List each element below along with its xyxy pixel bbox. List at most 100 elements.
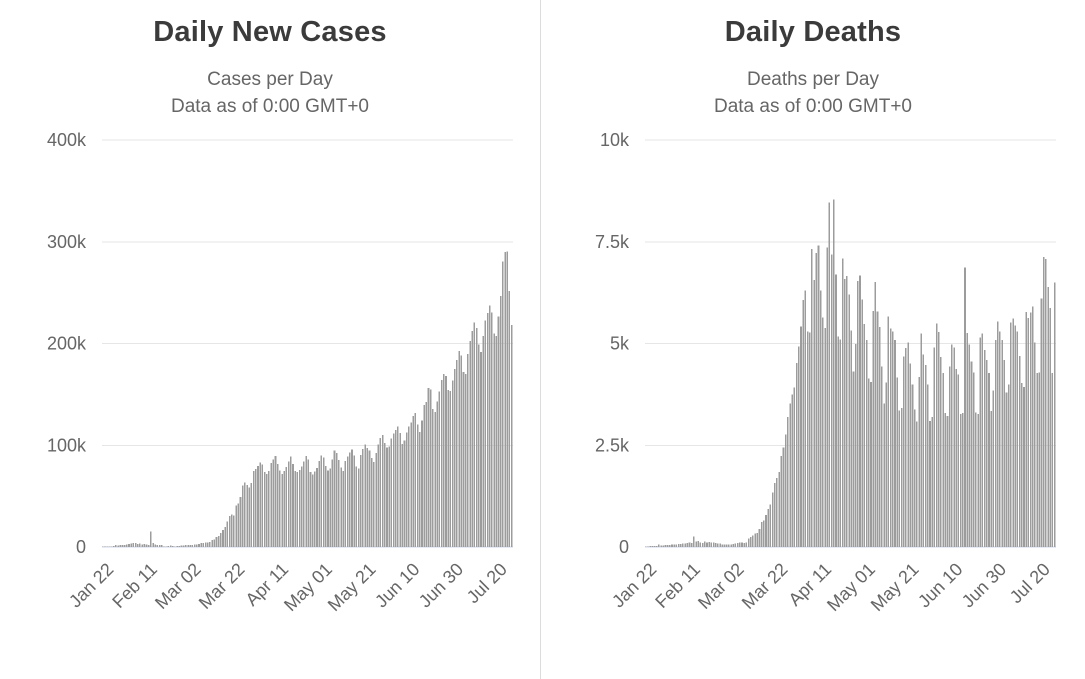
deaths-chart-title: Daily Deaths bbox=[724, 16, 902, 48]
bar bbox=[503, 252, 506, 548]
bar bbox=[987, 372, 990, 548]
bar bbox=[475, 328, 477, 548]
bar bbox=[164, 546, 167, 548]
bar bbox=[699, 542, 701, 548]
bar bbox=[298, 470, 300, 548]
bar bbox=[727, 544, 730, 548]
bar bbox=[136, 543, 139, 548]
bar bbox=[878, 327, 880, 548]
bar bbox=[939, 357, 942, 548]
bar bbox=[1048, 308, 1051, 548]
bar bbox=[162, 546, 165, 548]
bar bbox=[810, 249, 813, 548]
bar bbox=[390, 438, 392, 548]
bar bbox=[188, 545, 191, 548]
bar bbox=[812, 279, 815, 548]
bar bbox=[197, 544, 200, 548]
bar bbox=[906, 342, 909, 548]
bar bbox=[843, 279, 846, 548]
bar bbox=[291, 464, 294, 548]
bar bbox=[900, 408, 902, 548]
x-tick-label: Mar 22 bbox=[737, 559, 791, 613]
bar bbox=[710, 542, 712, 548]
cases-subtitle-line1: Cases per Day bbox=[207, 69, 333, 90]
bar bbox=[725, 544, 727, 548]
bar bbox=[880, 366, 883, 548]
bar bbox=[714, 543, 717, 548]
bar bbox=[688, 542, 690, 548]
bar bbox=[1042, 256, 1044, 548]
bar bbox=[339, 467, 342, 548]
bar bbox=[230, 514, 233, 548]
bar bbox=[839, 339, 841, 548]
bar bbox=[828, 202, 830, 548]
bar bbox=[438, 391, 440, 548]
bar bbox=[718, 543, 721, 548]
bar bbox=[169, 545, 171, 548]
bar bbox=[797, 346, 800, 548]
bar bbox=[499, 295, 501, 548]
bar bbox=[808, 332, 811, 548]
bar bbox=[994, 340, 996, 548]
bar bbox=[232, 515, 235, 548]
bar bbox=[863, 324, 865, 548]
bar bbox=[221, 530, 224, 548]
bar bbox=[847, 294, 850, 548]
bar bbox=[850, 330, 852, 548]
bar bbox=[328, 468, 331, 548]
y-tick-label: 7.5k bbox=[594, 232, 629, 252]
bar bbox=[965, 333, 968, 548]
bar bbox=[398, 432, 401, 548]
bar bbox=[258, 462, 261, 548]
bar bbox=[505, 251, 508, 548]
x-tick-label: May 21 bbox=[866, 559, 922, 615]
bar bbox=[446, 390, 449, 548]
bar bbox=[753, 533, 756, 548]
bar bbox=[985, 360, 988, 548]
bar bbox=[276, 464, 278, 548]
bar bbox=[832, 199, 835, 548]
bar bbox=[959, 414, 961, 548]
bar bbox=[1016, 331, 1018, 548]
bar bbox=[473, 322, 475, 548]
x-tick-label: Mar 02 bbox=[694, 559, 748, 613]
bar bbox=[134, 543, 136, 548]
y-tick-label: 200k bbox=[46, 334, 86, 354]
bar bbox=[484, 320, 486, 548]
bar bbox=[1029, 312, 1031, 548]
bar bbox=[366, 448, 368, 548]
y-tick-label: 5k bbox=[609, 334, 629, 354]
x-tick-label: Jun 10 bbox=[914, 559, 966, 611]
bar bbox=[723, 544, 725, 548]
bar bbox=[396, 426, 399, 548]
bar bbox=[915, 421, 918, 548]
bar bbox=[954, 369, 957, 548]
bar bbox=[771, 492, 773, 548]
bar bbox=[228, 516, 230, 548]
bar bbox=[466, 354, 469, 548]
bar bbox=[1038, 372, 1040, 548]
bar bbox=[694, 541, 697, 548]
bar bbox=[1009, 322, 1012, 548]
x-tick-label: Mar 22 bbox=[194, 559, 248, 613]
bar bbox=[852, 371, 854, 548]
x-tick-label: Jun 30 bbox=[414, 559, 466, 611]
bar bbox=[740, 542, 743, 548]
y-tick-label: 10k bbox=[599, 130, 629, 150]
bar bbox=[444, 376, 447, 548]
bar bbox=[1003, 360, 1005, 548]
bar bbox=[1044, 259, 1047, 548]
bar bbox=[449, 391, 451, 548]
bar bbox=[755, 533, 758, 548]
bar bbox=[845, 276, 848, 548]
bar bbox=[123, 545, 125, 548]
bar bbox=[320, 455, 322, 548]
x-tick-label: May 21 bbox=[323, 559, 379, 615]
bar bbox=[884, 382, 887, 548]
bar bbox=[381, 434, 383, 548]
bar bbox=[909, 363, 911, 548]
bar bbox=[333, 450, 335, 548]
bar bbox=[952, 347, 955, 548]
bar bbox=[425, 402, 427, 548]
